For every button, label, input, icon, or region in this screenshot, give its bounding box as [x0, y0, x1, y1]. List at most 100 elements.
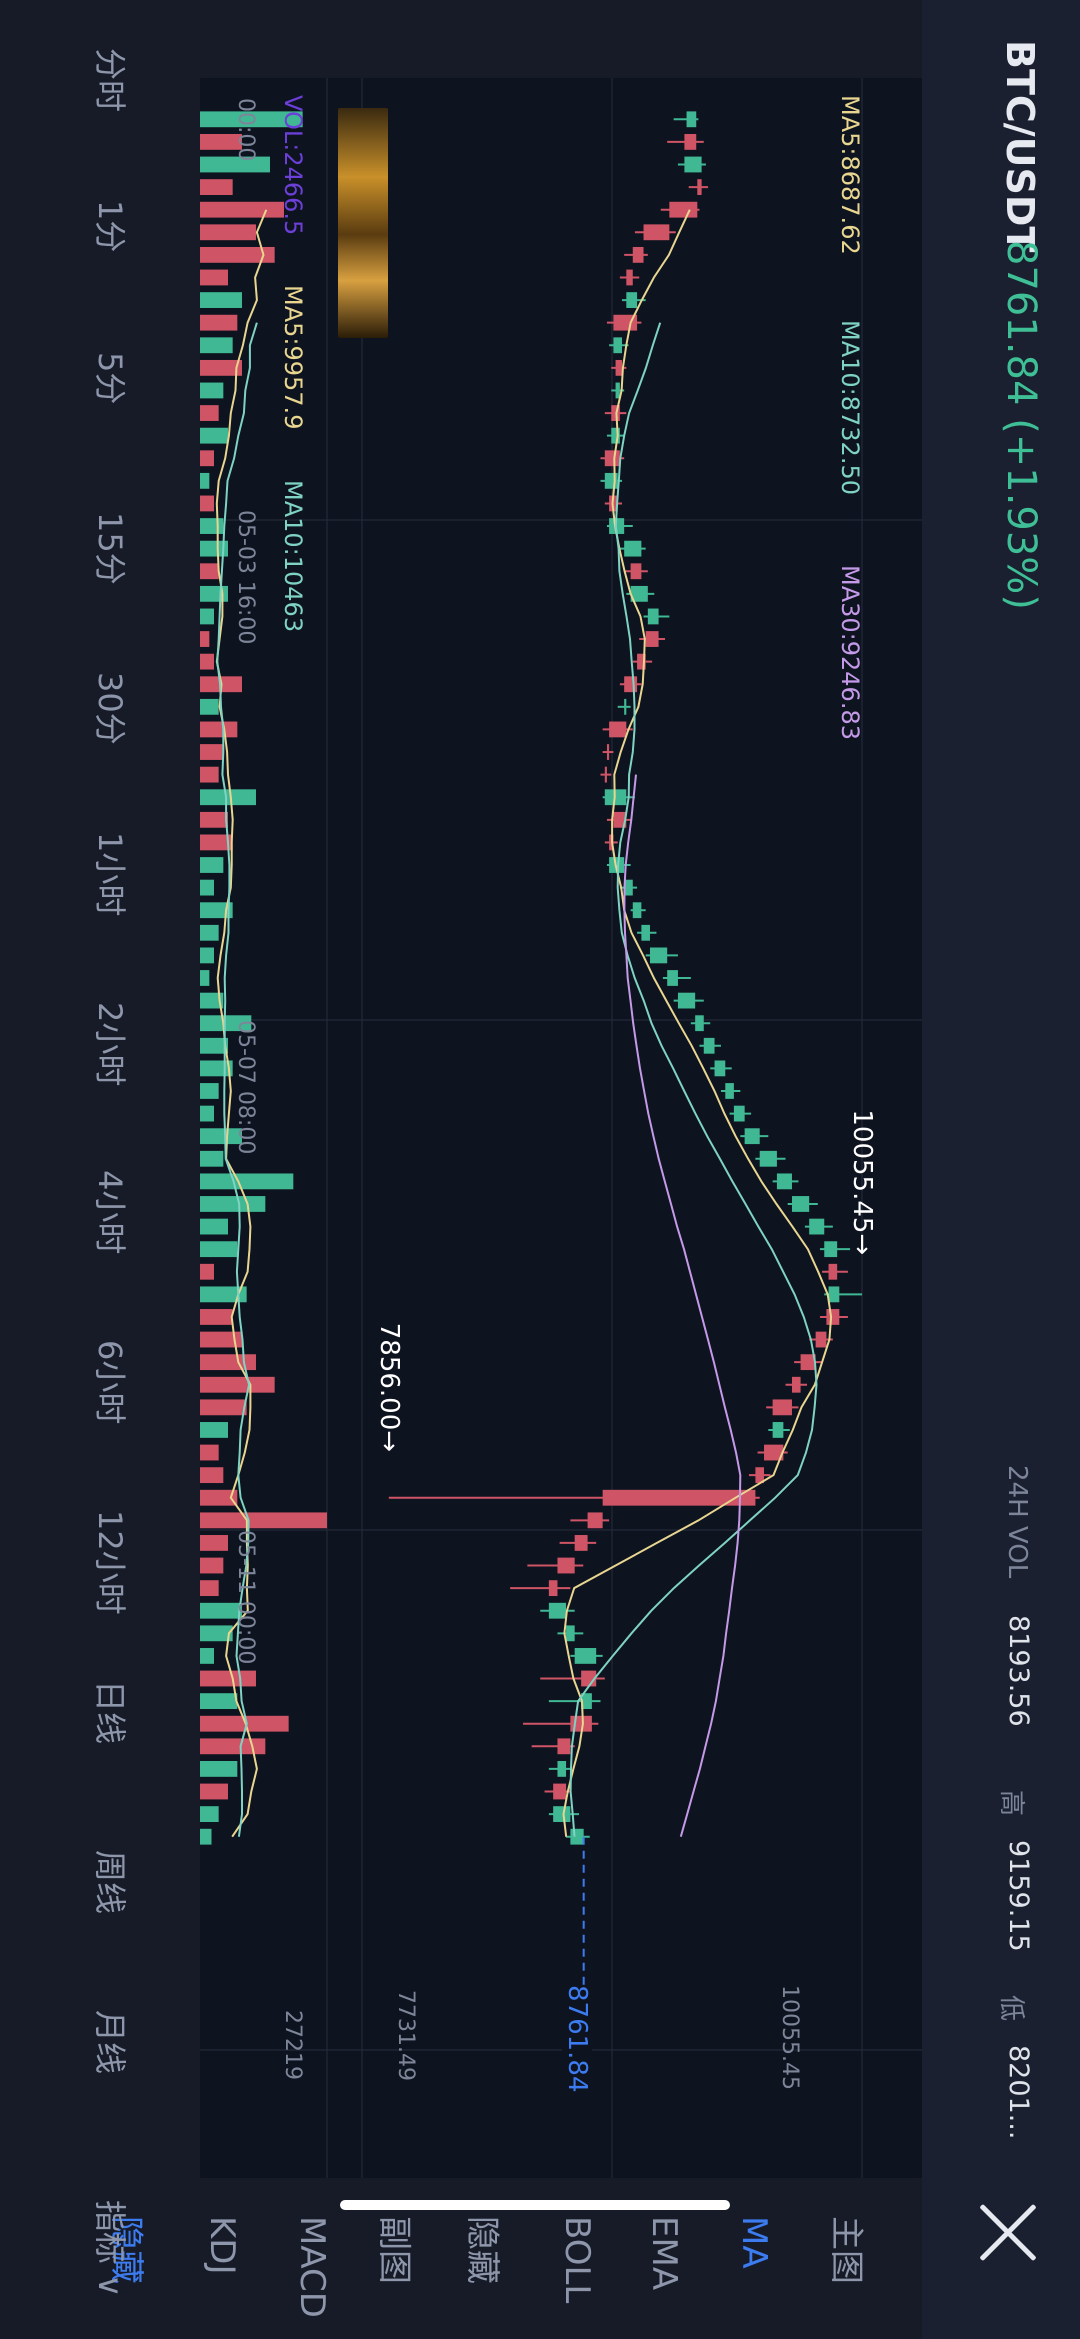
- candle-body: [624, 879, 633, 896]
- candle-body: [684, 156, 702, 173]
- candle-body: [695, 1015, 704, 1032]
- volume-bar: [199, 608, 214, 625]
- time-label: 05-11 00:00: [233, 1530, 258, 1665]
- timeframe-option[interactable]: 5分: [91, 352, 129, 405]
- candle-body: [669, 201, 698, 218]
- volume-bar: [199, 947, 214, 964]
- low-label: 低: [996, 1995, 1026, 2022]
- timeframe-option[interactable]: 月线: [91, 2010, 129, 2075]
- close-icon[interactable]: [976, 2200, 1040, 2264]
- vol-legend: VOL:2466.5: [279, 95, 307, 236]
- volume-bar: [200, 427, 228, 444]
- candle-body: [613, 337, 623, 354]
- header-bar: BTC/USDT 8761.84 (+1.93%) 24H VOL 8193.5…: [922, 0, 1080, 2339]
- volume-bar: [200, 1218, 228, 1235]
- candle-body: [574, 1535, 588, 1551]
- option-main-hide[interactable]: 隐藏: [462, 2216, 502, 2284]
- vol-max-tick: 27219: [280, 2010, 305, 2080]
- volume-bar: [200, 201, 284, 218]
- candle-body: [791, 1196, 810, 1212]
- volume-bar: [199, 1467, 224, 1484]
- candle-body: [615, 359, 623, 376]
- candle-body: [630, 585, 648, 602]
- timeframe-option[interactable]: 分时: [91, 48, 129, 113]
- candle-body: [615, 382, 620, 399]
- candle-body: [574, 1648, 597, 1664]
- candle-body: [606, 744, 610, 760]
- candle-body: [604, 766, 607, 783]
- timeframe-option[interactable]: 1小时: [91, 832, 129, 917]
- volume-bar: [199, 1241, 238, 1258]
- chart-panel[interactable]: 10055.45→ 7856.00→: [199, 78, 922, 2178]
- volume-bar: [200, 585, 228, 602]
- volume-bar: [200, 766, 219, 783]
- volume-bar: [200, 133, 242, 150]
- candle-body: [667, 970, 678, 986]
- candle-body: [632, 902, 642, 919]
- candle-body: [566, 1625, 575, 1642]
- candle-body: [624, 676, 638, 693]
- option-ema[interactable]: EMA: [644, 2216, 684, 2291]
- volume-bar: [200, 1580, 219, 1597]
- sub-chart-label: 副图: [374, 2216, 414, 2284]
- price-high-tick: 10055.45: [777, 1985, 802, 2090]
- volume-bar: [199, 1286, 247, 1303]
- option-boll[interactable]: BOLL: [557, 2216, 597, 2304]
- main-chart-label: 主图: [826, 2216, 866, 2284]
- candle-body: [643, 224, 670, 241]
- candle-body: [772, 1399, 792, 1416]
- volume-bar: [200, 970, 210, 986]
- candle-body: [684, 133, 697, 150]
- timeframe-option[interactable]: 日线: [91, 1680, 129, 1745]
- candle-body: [557, 1738, 571, 1755]
- candle-body: [624, 540, 642, 557]
- candle-body: [641, 924, 650, 941]
- volume-bar: [199, 1670, 256, 1687]
- candle-body: [632, 246, 644, 263]
- ma30-line: [623, 774, 742, 1837]
- candle-body: [725, 1083, 734, 1099]
- volume-bar: [200, 1625, 233, 1642]
- candle-body: [553, 1783, 567, 1800]
- volume-bar: [200, 1331, 242, 1348]
- timeframe-option[interactable]: 30分: [91, 672, 129, 745]
- pair-title[interactable]: BTC/USDT: [998, 40, 1042, 253]
- volume-bar: [200, 359, 242, 376]
- time-label: 05-03 16:00: [233, 510, 258, 645]
- volume-bar: [200, 698, 219, 715]
- timeframe-option[interactable]: 周线: [91, 1850, 129, 1915]
- candle-body: [570, 1828, 584, 1845]
- option-macd[interactable]: MACD: [292, 2216, 332, 2318]
- indicator-dropdown[interactable]: 指标 ∨: [91, 2200, 129, 2298]
- timeframe-option[interactable]: 6小时: [91, 1340, 129, 1425]
- kline-chart[interactable]: 10055.45→ 7856.00→: [199, 78, 922, 2178]
- vol-ma5-line: [215, 209, 268, 1838]
- volume-bar: [200, 1376, 275, 1393]
- volume-bar: [199, 450, 214, 467]
- volume-bar: [200, 269, 228, 286]
- last-price: 8761.84 (+1.93%): [998, 240, 1044, 610]
- candle-body: [697, 179, 702, 195]
- candle-body: [824, 1241, 838, 1258]
- volume-bar: [200, 1738, 266, 1755]
- candle-body: [548, 1580, 558, 1597]
- volume-bar: [200, 292, 242, 308]
- volume-bar: [199, 721, 238, 738]
- timeframe-option[interactable]: 2小时: [91, 1002, 129, 1087]
- option-ma[interactable]: MA: [734, 2216, 774, 2269]
- candle-body: [826, 1309, 840, 1325]
- timeframe-option[interactable]: 15分: [91, 512, 129, 585]
- volume-bar: [200, 1128, 242, 1145]
- high-label: 高: [996, 1790, 1026, 1817]
- volume-bar: [199, 1693, 238, 1710]
- timeframe-option[interactable]: 1分: [91, 200, 129, 253]
- volume-bar: [199, 1173, 294, 1190]
- timeframe-option[interactable]: 4小时: [91, 1170, 129, 1255]
- candle-body: [677, 992, 696, 1009]
- candle-body: [759, 1150, 777, 1167]
- timeframe-option[interactable]: 12小时: [91, 1510, 129, 1615]
- volume-bar: [199, 314, 238, 331]
- option-kdj[interactable]: KDJ: [202, 2216, 242, 2275]
- volume-bar: [199, 1399, 247, 1416]
- ma10-line: [569, 322, 818, 1837]
